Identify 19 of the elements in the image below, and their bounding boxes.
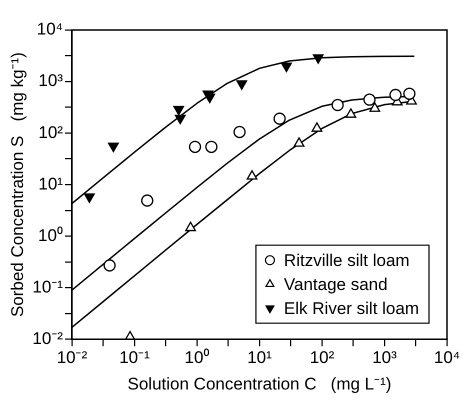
legend-label: Ritzville silt loam [284,250,410,270]
y-tick-label: 10⁴ [36,20,63,39]
x-tick-label: 10⁻¹ [119,348,150,368]
y-tick-label: 10⁻¹ [32,277,64,296]
y-tick-label: 10⁻² [32,328,64,348]
y-tick-label: 10¹ [38,174,64,194]
y-tick-label: 10⁰ [38,226,63,245]
y-tick-label: 10³ [38,71,64,90]
x-tick-label: 10³ [372,348,398,368]
legend-label: Vantage sand [284,274,388,294]
x-axis-title: Solution Concentration C (mg L⁻¹) [128,374,392,394]
legend-label: Elk River silt loam [284,298,420,318]
y-tick-label: 10² [38,122,64,142]
x-tick-label: 10⁰ [184,348,210,368]
x-tick-label: 10⁴ [434,348,460,368]
y-axis-title: Sorbed Concentration S (mg kg⁻¹) [8,52,27,318]
x-tick-label: 10¹ [247,348,272,368]
x-tick-label: 10² [310,348,335,368]
x-tick-label: 10⁻² [56,348,88,368]
